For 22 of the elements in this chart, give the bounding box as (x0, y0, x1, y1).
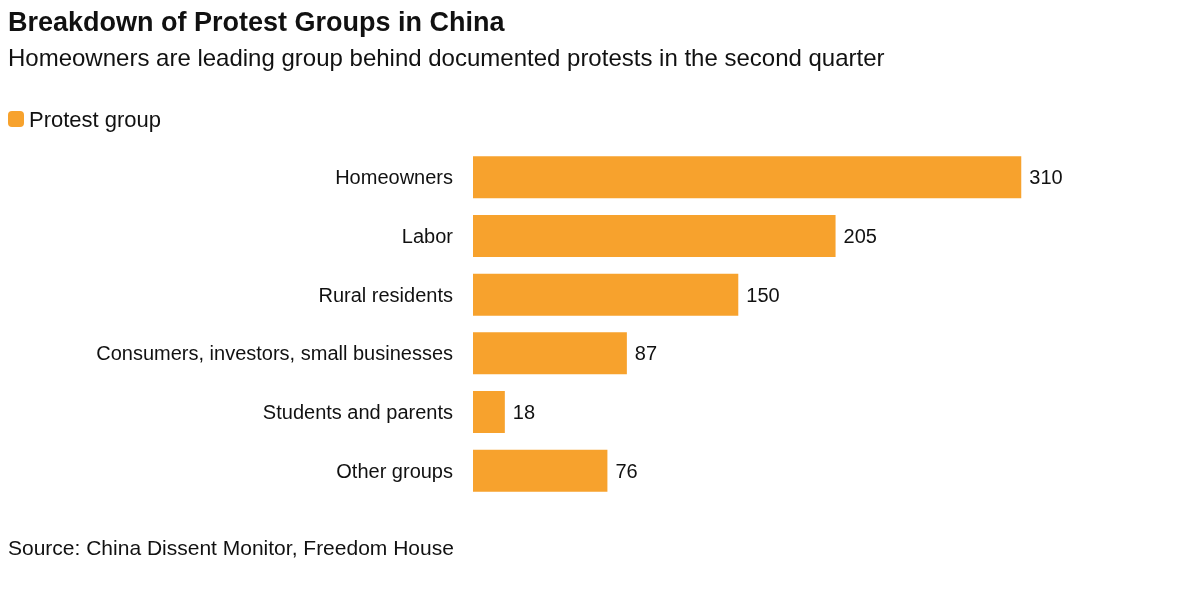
bar (473, 215, 836, 257)
bar (473, 449, 608, 492)
y-tick-label: Other groups (336, 459, 453, 482)
bar (473, 273, 739, 316)
data-label: 76 (615, 459, 638, 482)
bar (473, 156, 1022, 199)
bar (473, 391, 505, 433)
data-label: 18 (512, 401, 536, 423)
data-label: 150 (746, 283, 780, 306)
text: Breakdown of Protest Groups in China (8, 6, 506, 37)
y-tick-label: Rural residents (318, 283, 453, 306)
data-label: 205 (843, 225, 877, 247)
data-label: 310 (1029, 166, 1063, 189)
y-tick-label: Consumers, investors, small businesses (96, 342, 453, 365)
source-note: Source: China Dissent Monitor, Freedom House (8, 536, 454, 559)
bar (473, 332, 627, 375)
data-label: 87 (634, 342, 658, 365)
legend-label: Protest group (29, 106, 162, 132)
y-tick-label: Students and parents (262, 401, 453, 423)
y-tick-label: Homeowners (335, 166, 453, 189)
chart-subtitle: Homeowners are leading group behind documented protests in the second quarter (8, 43, 885, 71)
y-tick-label: Labor (401, 225, 454, 247)
